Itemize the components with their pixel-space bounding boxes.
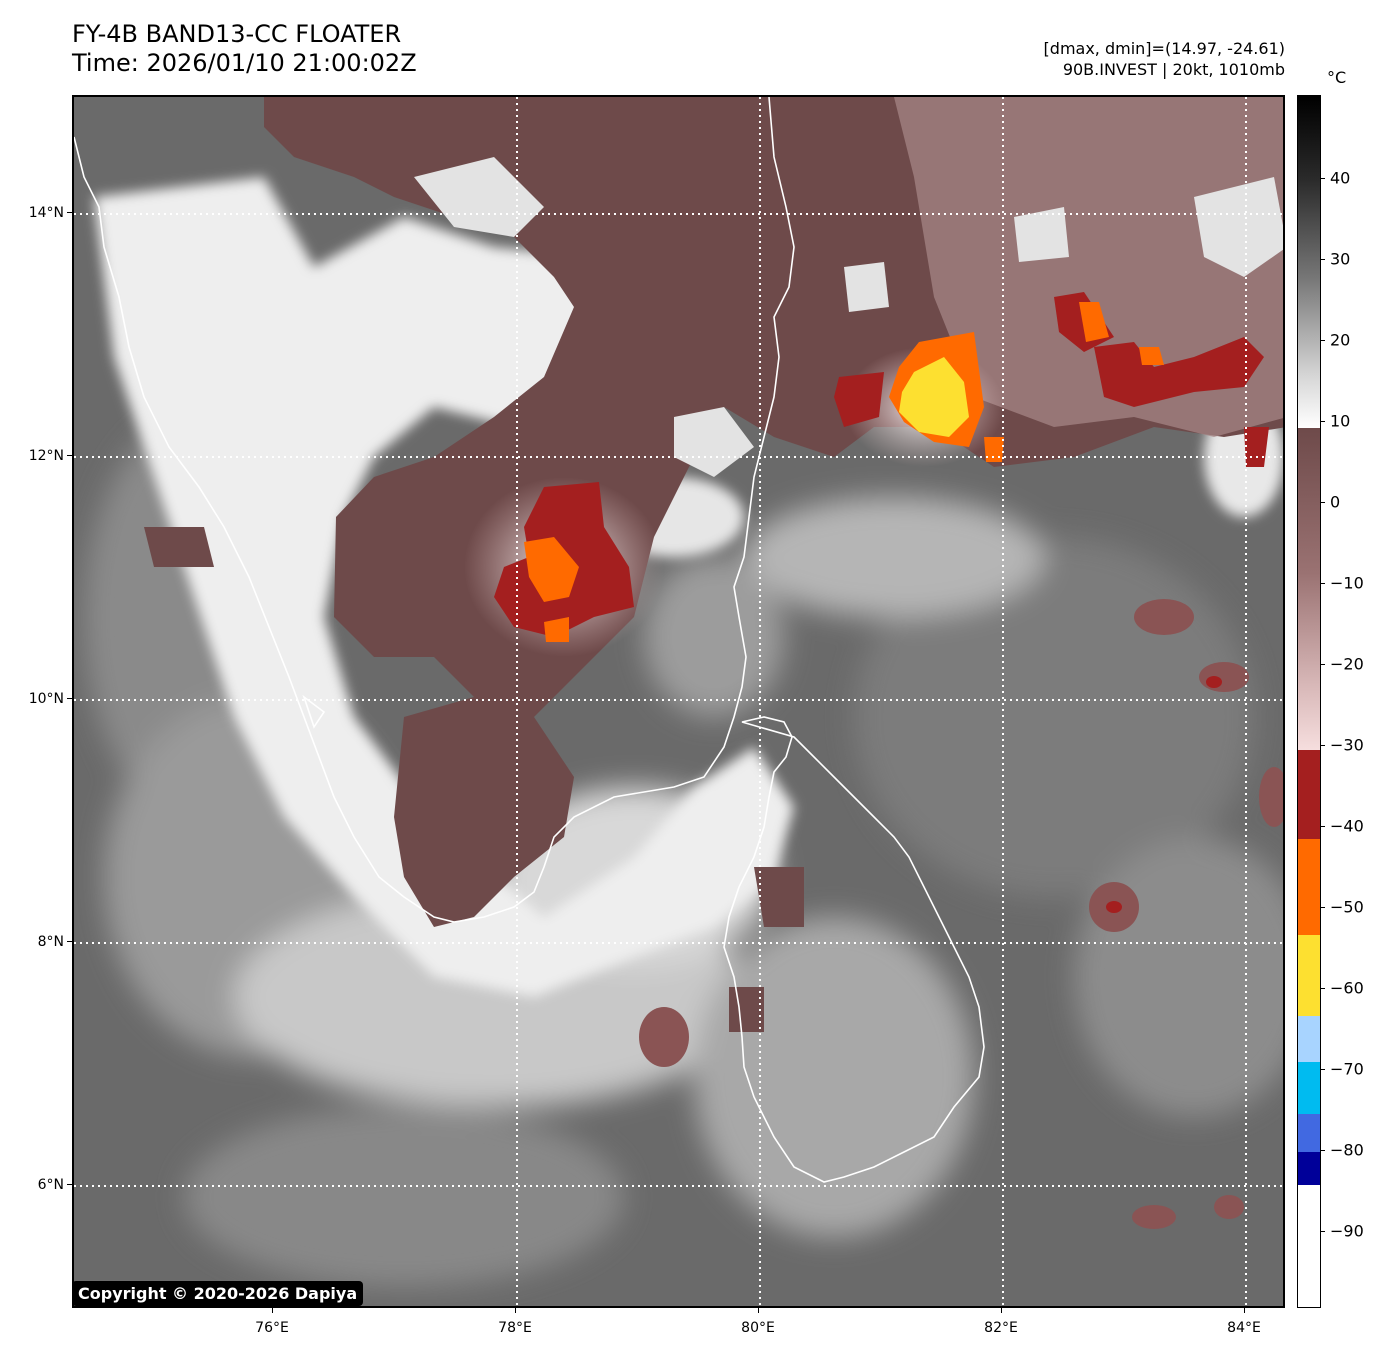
lon-label: 78°E <box>498 1320 532 1336</box>
colorbar-tick <box>1321 1231 1325 1232</box>
colorbar-label: 40 <box>1330 168 1351 188</box>
colorbar-label: 30 <box>1330 249 1351 269</box>
lat-label: 12°N <box>28 448 64 464</box>
colorbar-tick <box>1321 664 1325 665</box>
colorbar-unit: °C <box>1327 68 1347 87</box>
title-line-time: Time: 2026/01/10 21:00:02Z <box>72 49 417 77</box>
colorbar-label: −60 <box>1330 978 1364 998</box>
x-tick <box>515 1308 516 1313</box>
x-tick <box>758 1308 759 1313</box>
satellite-image <box>74 97 1283 1306</box>
cold-cloud-patch <box>754 867 804 927</box>
colorbar-label: 20 <box>1330 330 1351 350</box>
satellite-map <box>72 95 1285 1308</box>
colorbar-gradient <box>1298 96 1320 1307</box>
x-tick <box>272 1308 273 1313</box>
colorbar-label: 10 <box>1330 411 1351 431</box>
lat-label: 10°N <box>28 691 64 707</box>
copyright-badge: Copyright © 2020-2026 Dapiya <box>72 1281 364 1306</box>
colorbar-label: −10 <box>1330 573 1364 593</box>
info-storm-name: 90B.INVEST | 20kt, 1010mb <box>1062 60 1285 79</box>
deep-convection-red <box>494 292 1269 637</box>
lon-label: 80°E <box>741 1320 775 1336</box>
colorbar-label: −70 <box>1330 1059 1364 1079</box>
cold-cloud-south <box>394 697 574 927</box>
colorbar-tick <box>1321 502 1325 503</box>
lat-label: 6°N <box>37 1177 64 1193</box>
lon-label: 76°E <box>255 1320 289 1336</box>
scattered-cells <box>639 599 1283 1229</box>
colorbar-tick <box>1321 745 1325 746</box>
colorbar-tick <box>1321 907 1325 908</box>
colorbar-label: 0 <box>1330 492 1341 512</box>
y-tick <box>67 212 72 213</box>
x-tick <box>1244 1308 1245 1313</box>
colorbar-label: −40 <box>1330 816 1364 836</box>
info-data-range: [dmax, dmin]=(14.97, -24.61) <box>1043 39 1285 58</box>
colorbar-tick <box>1321 1150 1325 1151</box>
coldest-core-yellow <box>899 357 969 437</box>
coastline <box>74 97 985 1183</box>
colorbar-label: −50 <box>1330 897 1364 917</box>
colorbar-tick <box>1321 421 1325 422</box>
small-red-cell <box>1206 676 1222 688</box>
cold-cloud-patch <box>144 527 214 567</box>
colorbar-tick <box>1321 988 1325 989</box>
colorbar-tick <box>1321 826 1325 827</box>
storm-info: [dmax, dmin]=(14.97, -24.61) 90B.INVEST … <box>1044 38 1285 80</box>
colorbar-label: −30 <box>1330 735 1364 755</box>
gridlines <box>74 97 1283 1306</box>
colorbar <box>1297 95 1321 1308</box>
y-tick <box>67 1184 72 1185</box>
y-tick <box>67 698 72 699</box>
colorbar-tick <box>1321 583 1325 584</box>
small-red-cell <box>1106 901 1122 913</box>
y-tick <box>67 941 72 942</box>
title-line-product: FY-4B BAND13-CC FLOATER <box>72 20 402 48</box>
colorbar-label: −20 <box>1330 654 1364 674</box>
colorbar-label: −90 <box>1330 1221 1364 1241</box>
lon-label: 82°E <box>984 1320 1018 1336</box>
cold-cloud-patch <box>729 987 764 1032</box>
x-tick <box>1001 1308 1002 1313</box>
colorbar-label: −80 <box>1330 1140 1364 1160</box>
lon-label: 84°E <box>1227 1320 1261 1336</box>
chart-title: FY-4B BAND13-CC FLOATER Time: 2026/01/10… <box>72 20 417 78</box>
colorbar-tick <box>1321 340 1325 341</box>
colorbar-tick <box>1321 178 1325 179</box>
y-tick <box>67 455 72 456</box>
colorbar-tick <box>1321 1069 1325 1070</box>
lat-label: 8°N <box>37 934 64 950</box>
pink-anvil <box>894 97 1283 437</box>
white-cloud-patches <box>414 157 1283 477</box>
colorbar-tick <box>1321 259 1325 260</box>
lat-label: 14°N <box>28 205 64 221</box>
